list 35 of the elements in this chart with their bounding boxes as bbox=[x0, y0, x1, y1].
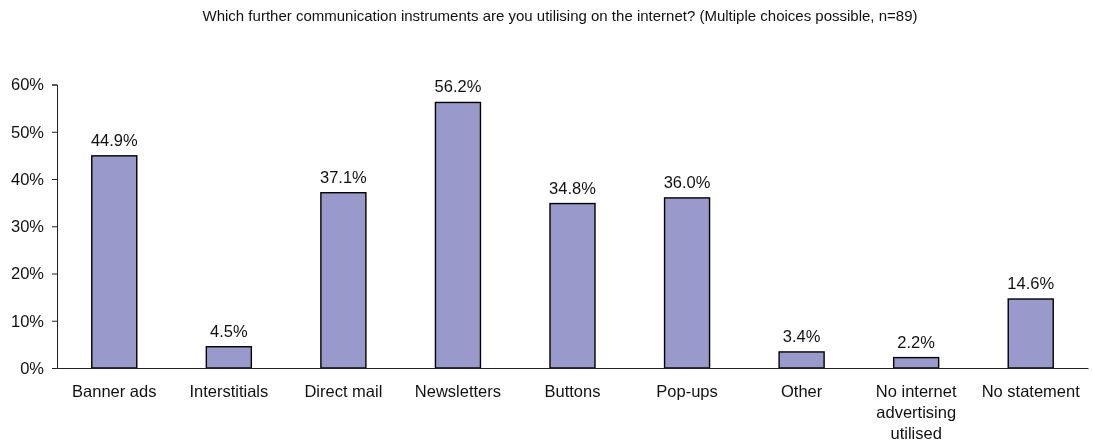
bar bbox=[320, 192, 367, 369]
x-tick-label: Interstitials bbox=[189, 381, 269, 400]
bar bbox=[205, 346, 253, 369]
x-tick-label: Banner ads bbox=[72, 381, 157, 400]
data-label: 36.0% bbox=[663, 172, 711, 191]
x-tick-label: Direct mail bbox=[304, 381, 383, 400]
y-tick-label: 10% bbox=[10, 311, 45, 330]
data-label: 2.2% bbox=[897, 332, 936, 351]
x-tick-label: Newsletters bbox=[414, 381, 502, 400]
y-tick-label: 40% bbox=[10, 169, 45, 188]
bar bbox=[892, 356, 940, 369]
y-tick-label: 60% bbox=[10, 75, 45, 94]
data-label: 14.6% bbox=[1007, 274, 1055, 293]
x-tick-label: Buttons bbox=[544, 381, 601, 400]
bar bbox=[91, 155, 138, 369]
bar bbox=[1007, 298, 1054, 369]
y-tick-label: 30% bbox=[10, 217, 45, 236]
chart-title: Which further communication instruments are you utilising on the internet? (Multiple choices possible, n=89) bbox=[202, 7, 918, 24]
bar bbox=[434, 101, 482, 369]
data-label: 4.5% bbox=[210, 321, 248, 340]
x-tick-label: Pop-ups bbox=[656, 381, 718, 400]
x-tick-label: No internet advertising utilised bbox=[875, 381, 957, 442]
y-tick-label: 0% bbox=[20, 358, 45, 377]
bar bbox=[549, 202, 596, 369]
x-tick-label: No statement bbox=[981, 381, 1081, 400]
data-label: 37.1% bbox=[319, 167, 368, 186]
data-label: 44.9% bbox=[90, 130, 138, 149]
data-label: 34.8% bbox=[549, 178, 597, 197]
x-tick-label: Other bbox=[780, 381, 823, 400]
bar bbox=[778, 351, 825, 369]
y-tick-label: 50% bbox=[10, 122, 45, 141]
data-label: 56.2% bbox=[434, 77, 482, 96]
y-tick-label: 20% bbox=[10, 264, 45, 283]
data-label: 3.4% bbox=[782, 326, 821, 345]
bar bbox=[663, 197, 711, 369]
